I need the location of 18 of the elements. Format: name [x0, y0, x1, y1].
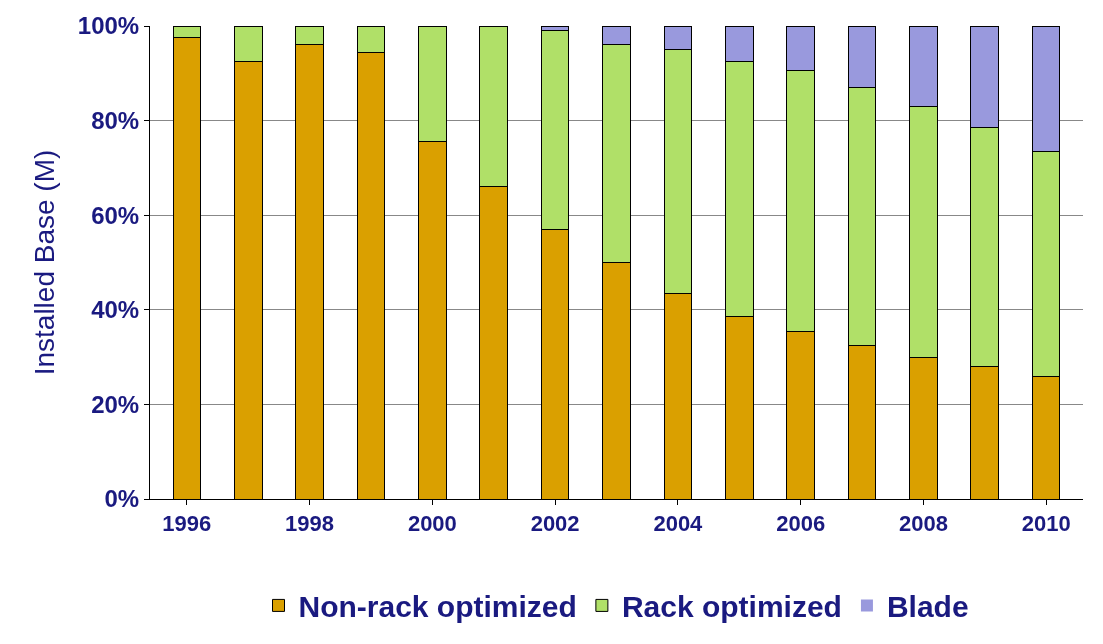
- x-tick-label: 2002: [530, 511, 580, 537]
- x-tick-label: 2004: [653, 511, 704, 537]
- x-tick-label: 1998: [285, 511, 335, 537]
- y-tick-label: 60%: [91, 201, 140, 229]
- y-tick-label: 100%: [77, 12, 140, 40]
- legend-label: Blade: [886, 590, 969, 624]
- y-tick-label: 20%: [91, 390, 140, 418]
- y-tick-label: 40%: [91, 296, 140, 324]
- legend-label: Rack optimized: [621, 590, 842, 624]
- x-tick-label: 1996: [162, 511, 212, 537]
- legend-label: Non-rack optimized: [298, 590, 577, 624]
- x-tick-label: 2010: [1021, 511, 1071, 537]
- y-tick-label: 80%: [91, 107, 140, 134]
- y-axis-title: Installed Base (M): [28, 149, 60, 376]
- x-tick-label: 2006: [776, 511, 826, 537]
- x-tick-label: 2008: [898, 511, 948, 537]
- x-tick-label: 2000: [407, 511, 457, 537]
- y-tick-label: 0%: [104, 485, 140, 513]
